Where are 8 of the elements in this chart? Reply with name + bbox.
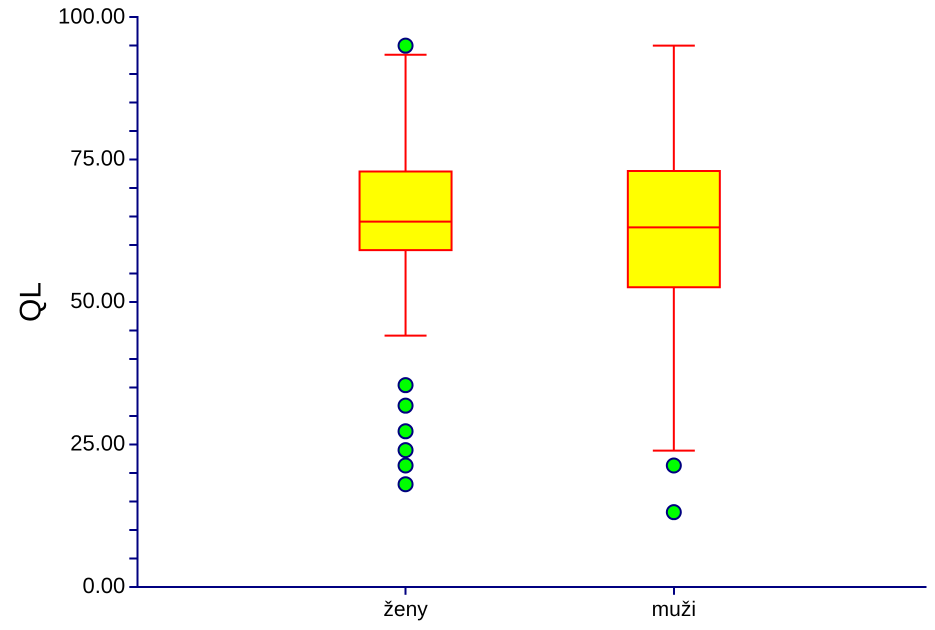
y-tick-label: 100.00	[58, 3, 126, 28]
y-tick-label: 75.00	[70, 146, 126, 171]
y-axis-title: QL	[14, 282, 48, 322]
y-tick-label: 25.00	[70, 430, 126, 456]
y-tick-label: 0.00	[82, 572, 126, 598]
y-tick-label: 50.00	[70, 288, 126, 314]
x-tick-label: ženy	[383, 598, 428, 622]
x-tick-label: muži	[652, 598, 696, 622]
